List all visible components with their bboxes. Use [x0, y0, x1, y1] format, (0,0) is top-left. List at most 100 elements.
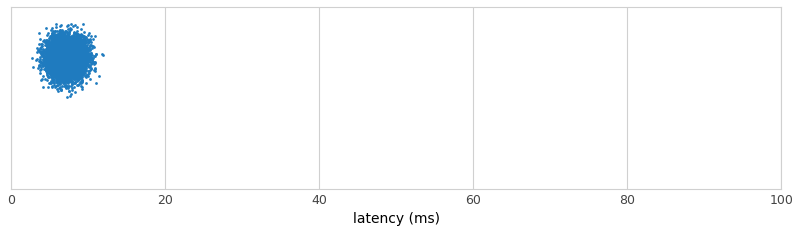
Point: [73, 57, 86, 60]
Point: [41, 57, 54, 60]
Point: [58, 71, 71, 75]
Point: [58, 68, 71, 72]
Point: [77, 45, 90, 48]
Point: [60, 37, 73, 40]
Point: [56, 65, 69, 68]
Point: [55, 49, 68, 53]
Point: [72, 47, 85, 50]
Point: [46, 71, 58, 75]
Point: [54, 60, 67, 64]
Point: [61, 36, 74, 40]
Point: [70, 48, 83, 52]
Point: [59, 55, 72, 59]
Point: [54, 61, 66, 65]
Point: [59, 68, 72, 71]
Point: [72, 49, 85, 53]
Point: [61, 37, 74, 41]
Point: [45, 51, 58, 55]
Point: [46, 40, 58, 43]
Point: [65, 71, 78, 74]
Point: [74, 56, 87, 60]
Point: [58, 62, 71, 65]
Point: [47, 58, 60, 62]
Point: [71, 40, 84, 44]
Point: [65, 80, 78, 84]
Point: [58, 60, 70, 63]
Point: [51, 46, 64, 50]
Point: [71, 71, 84, 75]
Point: [51, 61, 64, 64]
Point: [66, 54, 79, 58]
Point: [58, 71, 70, 75]
Point: [69, 62, 82, 66]
Point: [59, 60, 72, 64]
Point: [59, 54, 72, 58]
Point: [42, 58, 55, 62]
Point: [58, 59, 71, 62]
Point: [53, 73, 66, 77]
Point: [82, 57, 95, 61]
Point: [56, 41, 69, 44]
Point: [54, 38, 67, 42]
Point: [62, 54, 75, 58]
Point: [61, 49, 74, 53]
Point: [62, 57, 75, 61]
Point: [68, 38, 81, 42]
Point: [55, 45, 68, 49]
Point: [74, 49, 87, 52]
Point: [61, 41, 74, 44]
Point: [58, 37, 70, 41]
Point: [50, 55, 62, 59]
Point: [55, 54, 68, 58]
Point: [70, 63, 83, 67]
Point: [54, 43, 66, 47]
Point: [64, 53, 77, 57]
Point: [68, 44, 81, 48]
Point: [53, 53, 66, 57]
Point: [66, 50, 78, 54]
Point: [68, 56, 81, 59]
Point: [60, 67, 73, 70]
Point: [56, 76, 69, 79]
Point: [58, 56, 70, 59]
Point: [54, 56, 67, 60]
Point: [50, 62, 62, 66]
Point: [64, 53, 77, 57]
Point: [69, 47, 82, 51]
Point: [64, 72, 77, 75]
Point: [65, 49, 78, 53]
Point: [43, 55, 56, 58]
Point: [64, 59, 77, 63]
Point: [78, 69, 90, 73]
Point: [82, 33, 94, 36]
Point: [59, 67, 72, 70]
Point: [62, 46, 74, 50]
Point: [63, 56, 76, 60]
Point: [54, 64, 66, 68]
Point: [64, 54, 77, 58]
Point: [50, 54, 63, 57]
Point: [67, 41, 80, 44]
Point: [55, 54, 68, 58]
Point: [70, 63, 82, 67]
Point: [43, 68, 56, 71]
Point: [74, 40, 86, 44]
Point: [70, 44, 83, 48]
Point: [66, 47, 78, 50]
Point: [70, 62, 82, 65]
Point: [50, 67, 62, 70]
Point: [50, 69, 63, 73]
Point: [72, 41, 85, 44]
Point: [66, 50, 79, 54]
Point: [54, 46, 67, 50]
Point: [62, 56, 75, 59]
Point: [57, 54, 70, 58]
Point: [50, 55, 63, 59]
Point: [60, 76, 73, 80]
Point: [66, 67, 78, 70]
Point: [49, 53, 62, 56]
Point: [57, 51, 70, 55]
Point: [54, 49, 67, 52]
Point: [50, 59, 63, 63]
Point: [65, 57, 78, 60]
